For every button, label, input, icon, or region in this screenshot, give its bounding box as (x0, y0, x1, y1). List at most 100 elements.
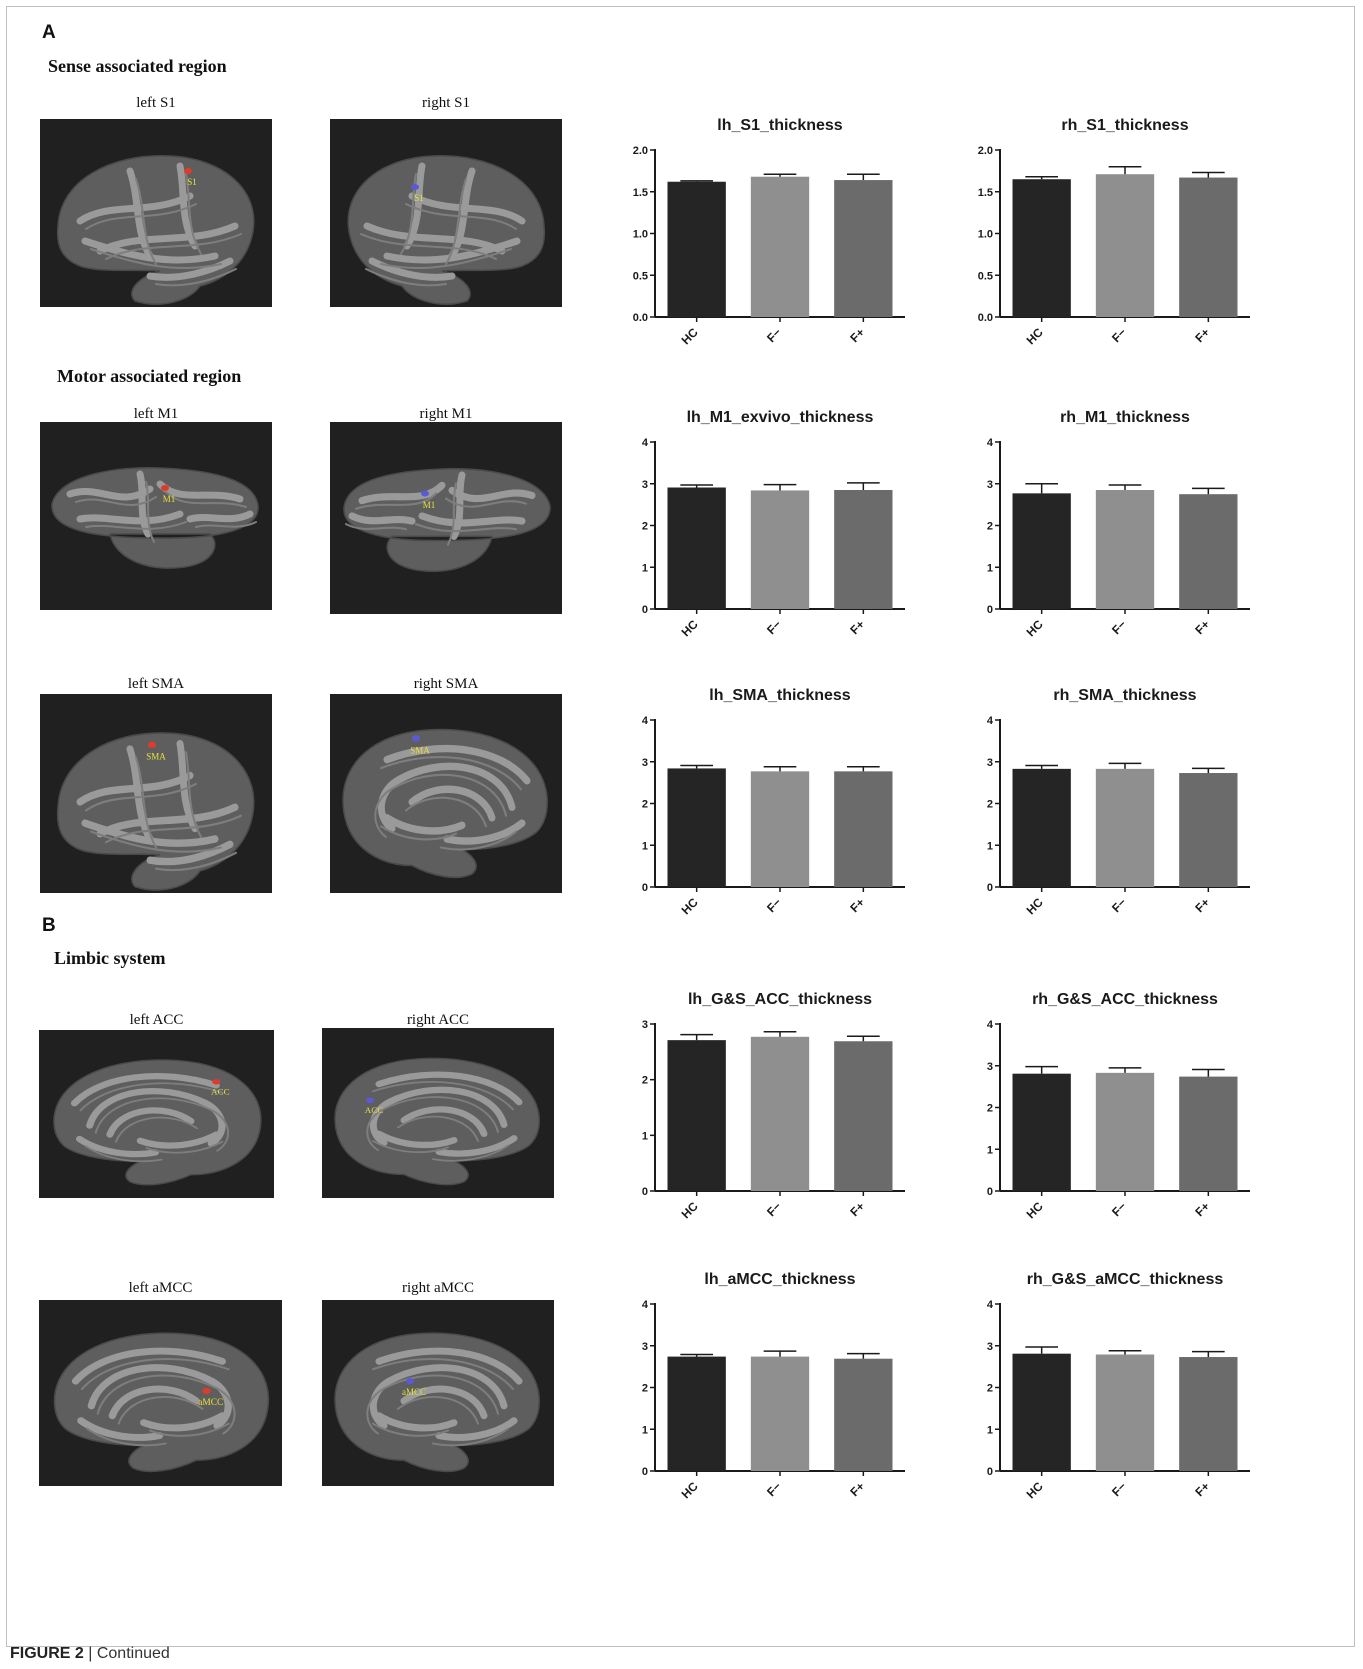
bar-f-plus (834, 771, 893, 887)
brain-surface: SMA (56, 732, 255, 891)
brain-image-left-acc: ACC (39, 1030, 274, 1198)
y-tick-label: 0 (642, 604, 648, 616)
figure-frame (6, 6, 1355, 1647)
y-tick-label: 1.0 (978, 229, 993, 241)
x-tick-label: F− (1109, 617, 1129, 637)
sulcus-pattern (447, 482, 457, 546)
x-tick-label: HC (1024, 1199, 1046, 1221)
chart-title: rh_M1_thickness (1060, 409, 1190, 426)
brain-label: left ACC (129, 1012, 184, 1028)
y-tick-label: 3 (987, 479, 993, 491)
y-tick-label: 4 (987, 1019, 994, 1031)
sulcus-pattern (80, 1358, 230, 1391)
y-tick-label: 2 (987, 521, 993, 533)
bar-f-minus (1095, 174, 1155, 317)
x-tick-label: F− (1109, 325, 1129, 345)
brain-label: right M1 (419, 406, 473, 422)
brain-image-right-acc: ACC (322, 1028, 554, 1198)
chart-rh-m1: rh_M1_thickness 0 1 2 3 4 HC F− F+ (987, 409, 1250, 639)
chart-title: lh_M1_exvivo_thickness (687, 409, 874, 426)
chart-title: lh_S1_thickness (717, 117, 843, 134)
chart-lh-m1: lh_M1_exvivo_thickness 0 1 2 3 4 HC F− F+ (642, 409, 905, 639)
x-tick-label: HC (679, 325, 701, 347)
sulcus-pattern (372, 1140, 449, 1154)
y-tick-label: 0 (987, 604, 993, 616)
y-tick-label: 1.0 (633, 229, 648, 241)
roi-marker (212, 1079, 221, 1085)
brain-surface: ACC (53, 1059, 262, 1186)
brain-surface: SMA (342, 728, 548, 879)
x-tick-label: F− (764, 1199, 784, 1219)
chart-lh-acc: lh_G&S_ACC_thickness 0 1 2 3 HC F− F+ (642, 991, 905, 1221)
sulcus-pattern (383, 744, 531, 785)
roi-marker (421, 490, 429, 497)
sulcus-pattern (96, 803, 239, 838)
sulcus-pattern (105, 233, 242, 260)
section-title-limbic: Limbic system (54, 948, 166, 968)
sulcus-pattern (400, 1106, 488, 1137)
roi-label: ACC (365, 1105, 384, 1114)
cortex-shape (342, 728, 548, 879)
sulcus-pattern (70, 1073, 220, 1107)
x-tick-label: F− (764, 325, 784, 345)
sulcus-pattern (94, 1097, 230, 1152)
bar-hc (667, 768, 726, 887)
roi-label: SMA (410, 746, 430, 756)
bar-hc (1012, 493, 1071, 609)
sulcus-pattern (186, 510, 254, 523)
roi-label: SMA (146, 752, 166, 762)
roi-label: S1 (187, 177, 197, 187)
x-tick-label: HC (1024, 617, 1046, 639)
y-tick-label: 2 (642, 521, 648, 533)
sulcus-pattern (435, 1135, 518, 1157)
panel-letter-b: B (42, 915, 56, 936)
sulcus-pattern (366, 1096, 499, 1151)
bar-hc (667, 1356, 726, 1471)
bar-hc (1012, 179, 1071, 317)
y-tick-label: 0.0 (633, 312, 648, 324)
bar-hc (667, 487, 726, 609)
bar-hc (1012, 1353, 1071, 1471)
y-tick-label: 0 (987, 882, 993, 894)
y-tick-label: 1 (987, 562, 993, 574)
sulcus-pattern (85, 782, 197, 812)
sulcus-pattern (440, 830, 517, 851)
chart-lh-amcc: lh_aMCC_thickness 0 1 2 3 4 HC F− F+ (642, 1271, 905, 1501)
y-tick-label: 1 (642, 562, 648, 574)
y-tick-label: 4 (642, 715, 649, 727)
bar-f-plus (834, 180, 893, 317)
sulcus-pattern (418, 512, 526, 527)
y-tick-label: 3 (987, 1341, 993, 1353)
x-tick-label: F+ (1192, 325, 1212, 345)
sulcus-pattern (403, 162, 426, 250)
sulcus-pattern (397, 1396, 479, 1425)
sulcus-pattern (415, 523, 517, 533)
chart-rh-acc: rh_G&S_ACC_thickness 0 1 2 3 4 HC F− F+ (987, 991, 1250, 1221)
y-tick-label: 2 (642, 1075, 648, 1087)
sulcus-pattern (81, 237, 219, 264)
roi-marker (161, 485, 169, 491)
x-tick-label: F− (1109, 895, 1129, 915)
sulcus-pattern (405, 796, 487, 828)
brain-surface: aMCC (334, 1332, 540, 1473)
caption-separator: | (83, 1645, 97, 1662)
bar-f-minus (750, 490, 810, 609)
sulcus-pattern (366, 1374, 499, 1435)
brain-image-right-s1: S1 (330, 119, 562, 307)
sulcus-pattern (345, 523, 407, 531)
roi-marker (412, 735, 420, 742)
y-tick-label: 3 (642, 757, 648, 769)
sulcus-pattern (375, 1071, 523, 1106)
sulcus-pattern (96, 222, 239, 255)
roi-marker (184, 168, 192, 174)
sulcus-pattern (81, 819, 219, 847)
sulcus-pattern (397, 1115, 479, 1142)
sulcus-pattern (185, 173, 202, 255)
sulcus-pattern (146, 840, 234, 866)
x-tick-label: HC (679, 1479, 701, 1501)
y-tick-label: 3 (987, 1061, 993, 1073)
sulcus-pattern (148, 1422, 230, 1437)
y-tick-label: 3 (987, 757, 993, 769)
sulcus-pattern (146, 257, 234, 281)
brain-label: right ACC (406, 1012, 470, 1028)
